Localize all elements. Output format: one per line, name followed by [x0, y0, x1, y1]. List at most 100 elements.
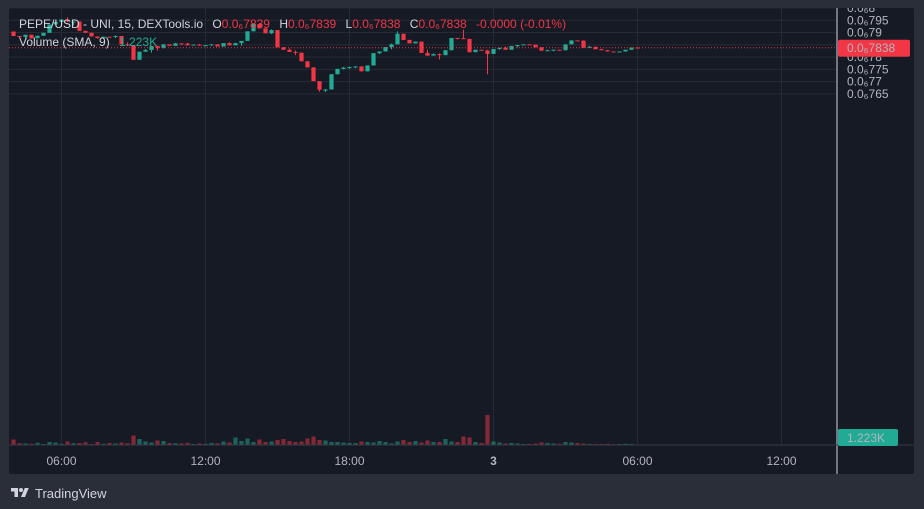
legend-volume: Volume (SMA, 9) 1.223K [19, 35, 157, 49]
candle-body [467, 38, 472, 53]
candle-body [155, 46, 160, 48]
volume-bar [563, 442, 568, 445]
candlestick-chart[interactable]: 0.0₆80.0₆7950.0₆790.0₆7850.0₆780.0₆7750.… [9, 8, 914, 474]
candle-body [341, 67, 346, 69]
candle-body [281, 47, 286, 50]
volume-bar [143, 441, 148, 445]
candle-body [485, 50, 490, 54]
volume-bar [161, 441, 166, 445]
candle-body [197, 44, 202, 46]
volume-bar [245, 438, 250, 445]
volume-indicator-title[interactable]: Volume (SMA, 9) [19, 35, 110, 49]
volume-bar [443, 439, 448, 445]
candle-body [245, 31, 250, 41]
chart-pane[interactable]: 0.0₆80.0₆7950.0₆790.0₆7850.0₆780.0₆7750.… [9, 8, 914, 474]
candle-body [173, 43, 178, 46]
candle-body [161, 44, 166, 48]
volume-bar [509, 443, 514, 445]
candle-body [491, 48, 496, 54]
price-tick-label: 0.0₆775 [847, 62, 889, 76]
candle-body [539, 47, 544, 51]
volume-bar [281, 439, 286, 445]
candle-body [209, 44, 214, 46]
candle-body [431, 54, 436, 56]
volume-bar [461, 436, 466, 445]
candle-body [251, 23, 256, 32]
volume-bar [53, 442, 58, 445]
candle-body [263, 28, 268, 34]
volume-bar [395, 441, 400, 445]
candle-body [239, 40, 244, 44]
volume-bar [275, 440, 280, 445]
volume-bar [119, 442, 124, 445]
volume-bar [137, 439, 142, 445]
volume-bar [227, 442, 232, 445]
candle-body [593, 46, 598, 50]
volume-bar [11, 439, 16, 445]
volume-bar [23, 443, 28, 445]
candle-body [371, 53, 376, 66]
candle-body [497, 47, 502, 49]
candle-body [77, 21, 82, 31]
price-tick-label: 0.0₆8 [847, 8, 876, 15]
volume-bar [209, 443, 214, 445]
volume-bar [173, 443, 178, 445]
candle-body [119, 35, 124, 45]
volume-bar [329, 442, 334, 445]
candle-body [233, 43, 238, 46]
volume-bar [71, 443, 76, 445]
volume-bar [149, 442, 154, 445]
volume-bar [299, 441, 304, 445]
candle-body [143, 49, 148, 52]
volume-bar [197, 443, 202, 445]
candle-body [311, 67, 316, 82]
volume-bar [473, 442, 478, 445]
brand-name[interactable]: TradingView [35, 485, 107, 501]
change-value: -0.0000 (-0.01%) [476, 17, 567, 31]
volume-bar [47, 442, 52, 445]
volume-bar [257, 439, 262, 445]
candle-body [557, 49, 562, 51]
volume-bar [575, 443, 580, 445]
high-key: H [279, 17, 288, 31]
candle-body [509, 46, 514, 50]
candle-body [347, 66, 352, 68]
volume-bar [185, 442, 190, 445]
volume-bar [269, 441, 274, 445]
open-key: O [212, 17, 222, 31]
volume-bar [407, 442, 412, 445]
current-price-badge [838, 39, 910, 57]
candle-body [59, 19, 64, 22]
candle-body [317, 81, 322, 90]
volume-bar [125, 443, 130, 445]
candle-body [191, 44, 196, 46]
volume-bar [383, 442, 388, 445]
volume-bar [155, 440, 160, 445]
volume-bar [221, 441, 226, 445]
volume-bar [167, 443, 172, 445]
volume-bar [449, 441, 454, 445]
candle-body [611, 51, 616, 53]
candle-body [389, 44, 394, 48]
volume-bar [401, 440, 406, 445]
time-axis[interactable]: 06:00 12:00 18:00 3 06:00 12:00 [46, 454, 796, 468]
volume-bar [233, 437, 238, 445]
volume-bar [413, 441, 418, 445]
volume-bar [107, 443, 112, 445]
candle-body [35, 35, 40, 39]
volume-bar [341, 442, 346, 445]
tradingview-logo-icon[interactable] [9, 486, 31, 500]
volume-bar [467, 437, 472, 445]
grid [9, 8, 837, 445]
candle-body [533, 44, 538, 48]
candle-body [83, 30, 88, 33]
volume-bar [83, 442, 88, 445]
candle-body [449, 37, 454, 51]
volume-bar [305, 438, 310, 445]
volume-bar [113, 443, 118, 445]
candle-body [101, 36, 106, 39]
symbol-title[interactable]: PEPE/USD - UNI, 15, DEXTools.io [19, 17, 204, 31]
low-value: 0.0₆7838 [352, 17, 401, 31]
candle-body [125, 44, 130, 46]
volume-bar [29, 443, 34, 445]
